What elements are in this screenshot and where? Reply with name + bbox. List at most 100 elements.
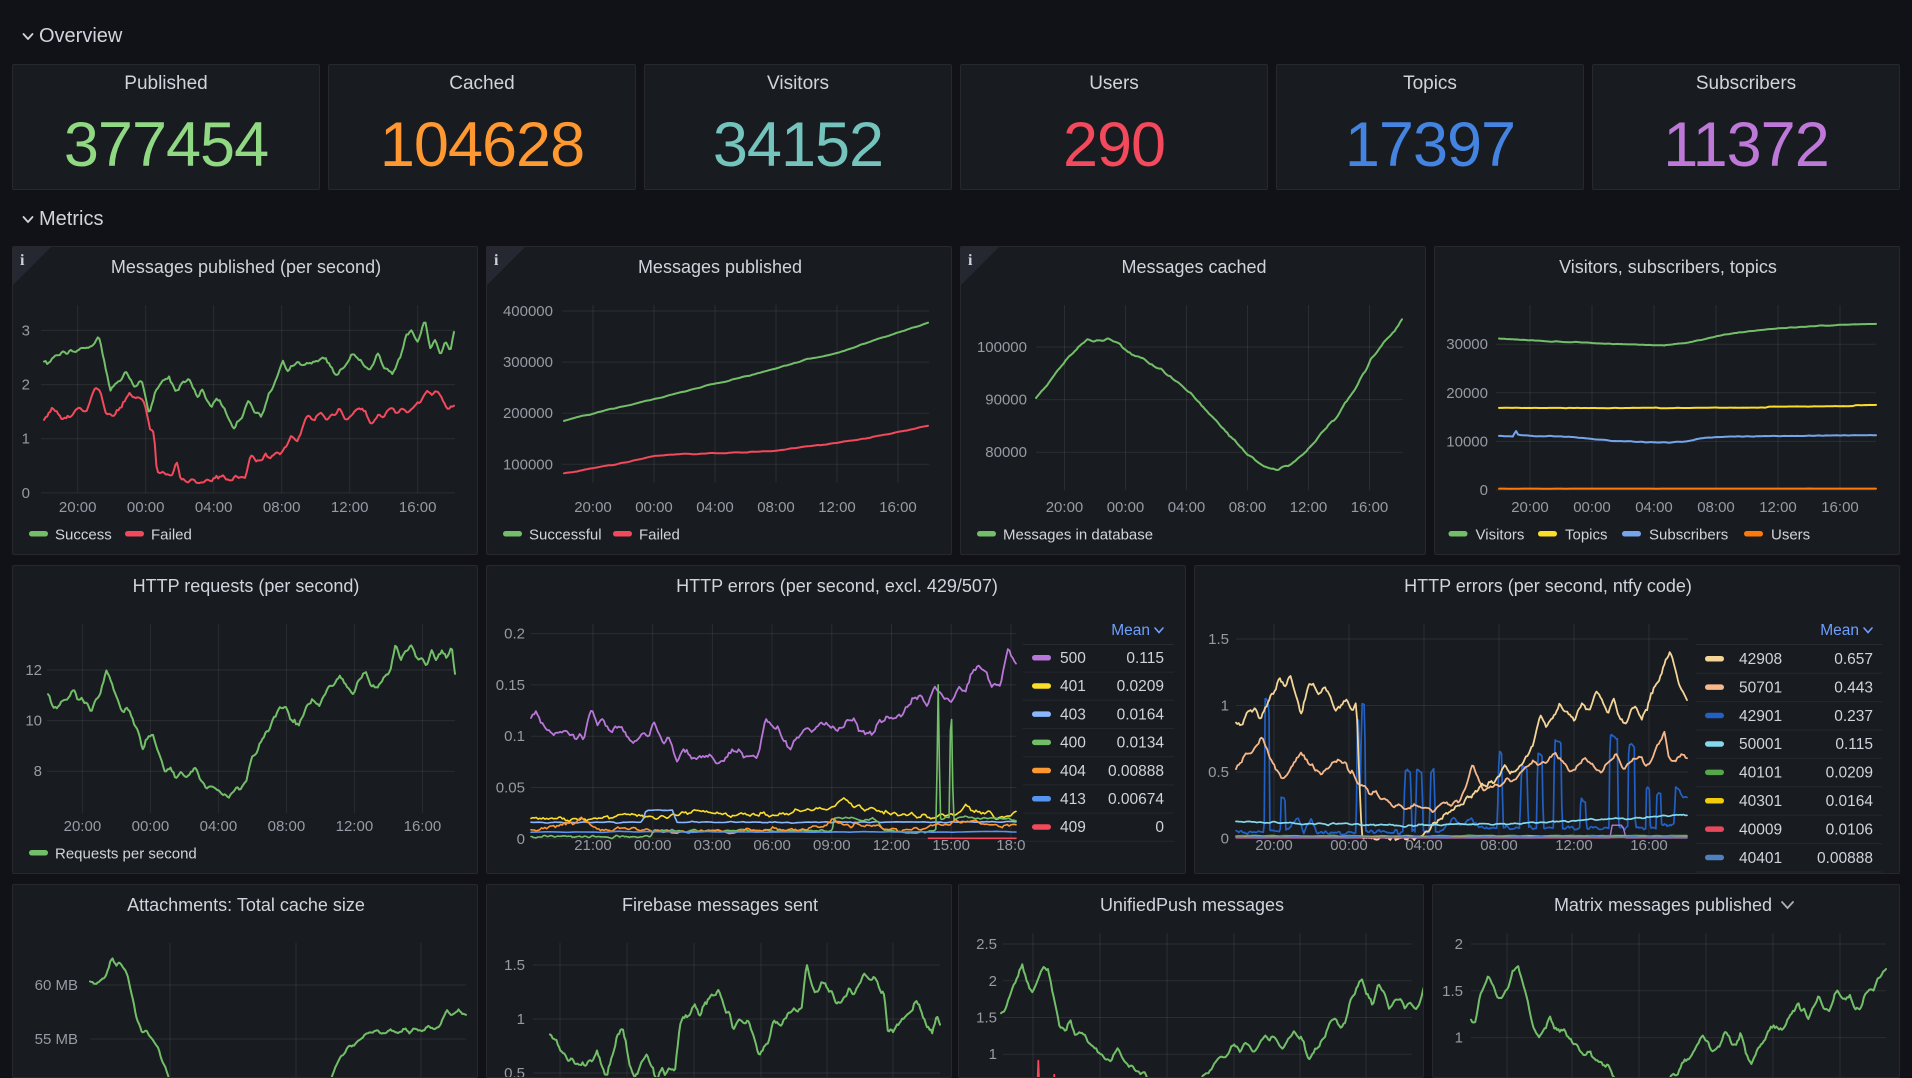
svg-text:Users: Users (1771, 527, 1810, 544)
svg-text:0.0209: 0.0209 (1826, 765, 1873, 782)
svg-text:12:00: 12:00 (873, 837, 911, 854)
svg-text:Failed: Failed (151, 527, 192, 544)
svg-text:42908: 42908 (1739, 651, 1782, 668)
svg-text:0.0106: 0.0106 (1826, 821, 1873, 838)
svg-text:Attachments: Total cache size: Attachments: Total cache size (127, 895, 365, 915)
svg-text:1.5: 1.5 (504, 957, 525, 974)
svg-text:04:00: 04:00 (1635, 499, 1673, 516)
svg-text:400: 400 (1060, 735, 1086, 752)
svg-text:12:00: 12:00 (1290, 499, 1328, 516)
svg-text:2: 2 (989, 973, 997, 990)
svg-text:90000: 90000 (985, 392, 1027, 409)
svg-text:413: 413 (1060, 791, 1086, 808)
svg-text:10: 10 (25, 713, 42, 730)
svg-text:16:00: 16:00 (879, 499, 917, 516)
svg-text:20:00: 20:00 (1046, 499, 1084, 516)
svg-text:3: 3 (22, 322, 30, 339)
svg-text:8: 8 (34, 763, 42, 780)
svg-text:Messages cached: Messages cached (1121, 257, 1266, 277)
svg-text:04:00: 04:00 (696, 499, 734, 516)
svg-text:21:00: 21:00 (574, 837, 612, 854)
svg-text:1.5: 1.5 (1208, 631, 1229, 648)
svg-text:0.05: 0.05 (496, 780, 525, 797)
svg-text:12:00: 12:00 (331, 499, 369, 516)
svg-text:0.443: 0.443 (1834, 679, 1873, 696)
svg-text:200000: 200000 (503, 405, 553, 422)
svg-text:40301: 40301 (1739, 793, 1782, 810)
svg-text:04:00: 04:00 (195, 499, 233, 516)
svg-text:1: 1 (517, 1011, 525, 1028)
svg-text:20:00: 20:00 (1255, 837, 1293, 854)
svg-text:00:00: 00:00 (132, 818, 170, 835)
svg-text:16:00: 16:00 (1630, 837, 1668, 854)
svg-text:12:00: 12:00 (1555, 837, 1593, 854)
svg-text:40401: 40401 (1739, 850, 1782, 867)
svg-text:00:00: 00:00 (1573, 499, 1611, 516)
svg-text:0.2: 0.2 (504, 626, 525, 643)
svg-text:0: 0 (1221, 831, 1229, 848)
svg-text:04:00: 04:00 (1405, 837, 1443, 854)
svg-text:12:00: 12:00 (818, 499, 856, 516)
svg-text:06:00: 06:00 (753, 837, 791, 854)
svg-text:Messages published: Messages published (638, 257, 802, 277)
svg-text:08:00: 08:00 (1697, 499, 1735, 516)
svg-text:Messages in database: Messages in database (1003, 527, 1153, 544)
svg-text:0: 0 (22, 485, 30, 502)
svg-text:04:00: 04:00 (1168, 499, 1206, 516)
svg-text:20:00: 20:00 (64, 818, 102, 835)
svg-text:1: 1 (1455, 1030, 1463, 1047)
svg-text:0.0164: 0.0164 (1117, 706, 1165, 723)
svg-text:0.00674: 0.00674 (1108, 791, 1164, 808)
svg-text:20:00: 20:00 (1511, 499, 1549, 516)
svg-text:18:0: 18:0 (996, 837, 1025, 854)
svg-text:0.657: 0.657 (1834, 651, 1873, 668)
svg-text:0.0164: 0.0164 (1826, 793, 1874, 810)
svg-text:100000: 100000 (977, 339, 1027, 356)
svg-text:0.0134: 0.0134 (1117, 735, 1165, 752)
svg-text:08:00: 08:00 (1229, 499, 1267, 516)
svg-text:Visitors, subscribers, topics: Visitors, subscribers, topics (1559, 257, 1777, 277)
svg-text:Failed: Failed (639, 527, 680, 544)
svg-text:409: 409 (1060, 819, 1086, 836)
svg-text:Matrix messages published: Matrix messages published (1554, 895, 1772, 915)
svg-text:Messages published (per second: Messages published (per second) (111, 257, 381, 277)
svg-text:0.15: 0.15 (496, 677, 525, 694)
svg-text:404: 404 (1060, 763, 1086, 780)
svg-text:0.00888: 0.00888 (1817, 850, 1873, 867)
svg-text:2.5: 2.5 (976, 936, 997, 953)
svg-text:0: 0 (1480, 482, 1488, 499)
svg-text:12:00: 12:00 (1759, 499, 1797, 516)
svg-text:2: 2 (1455, 936, 1463, 953)
svg-text:HTTP requests (per second): HTTP requests (per second) (133, 576, 360, 596)
svg-text:80000: 80000 (985, 444, 1027, 461)
svg-text:0.115: 0.115 (1126, 650, 1164, 667)
svg-text:Subscribers: Subscribers (1649, 527, 1728, 544)
svg-text:04:00: 04:00 (200, 818, 238, 835)
svg-text:2: 2 (22, 377, 30, 394)
svg-text:1: 1 (22, 431, 30, 448)
svg-text:16:00: 16:00 (399, 499, 437, 516)
svg-text:16:00: 16:00 (1351, 499, 1389, 516)
svg-text:10000: 10000 (1446, 433, 1488, 450)
svg-text:Firebase messages sent: Firebase messages sent (622, 895, 818, 915)
svg-text:00:00: 00:00 (634, 837, 672, 854)
svg-text:1.5: 1.5 (976, 1010, 997, 1027)
svg-text:1: 1 (1221, 698, 1229, 715)
svg-text:00:00: 00:00 (1107, 499, 1145, 516)
svg-text:16:00: 16:00 (404, 818, 442, 835)
svg-text:1: 1 (989, 1046, 997, 1063)
svg-text:0.1: 0.1 (504, 728, 525, 745)
svg-text:50701: 50701 (1739, 679, 1782, 696)
svg-text:0.115: 0.115 (1835, 736, 1873, 753)
svg-text:16:00: 16:00 (1821, 499, 1859, 516)
svg-text:Mean: Mean (1111, 622, 1150, 639)
svg-text:08:00: 08:00 (263, 499, 301, 516)
svg-text:20:00: 20:00 (59, 499, 97, 516)
svg-text:40009: 40009 (1739, 821, 1782, 838)
svg-text:UnifiedPush messages: UnifiedPush messages (1100, 895, 1284, 915)
svg-text:Success: Success (55, 527, 112, 544)
svg-text:0.5: 0.5 (1208, 764, 1229, 781)
svg-text:08:00: 08:00 (268, 818, 306, 835)
svg-text:Mean: Mean (1820, 622, 1859, 639)
svg-text:15:00: 15:00 (932, 837, 970, 854)
